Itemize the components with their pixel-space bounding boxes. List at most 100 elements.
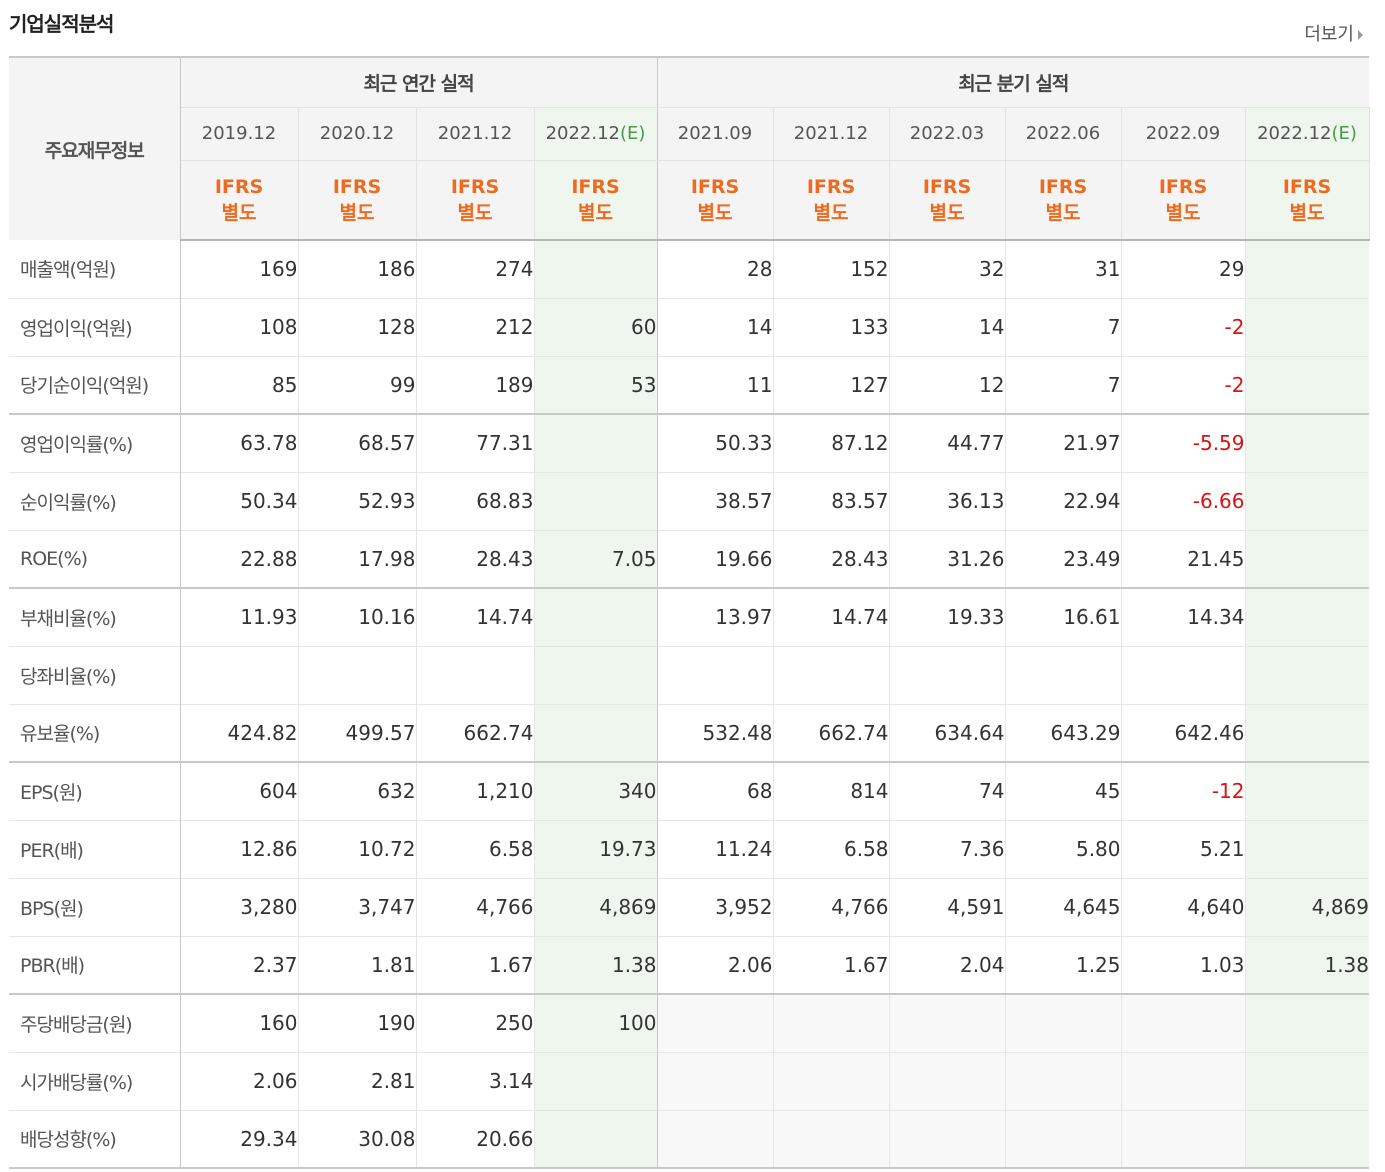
period-label: 2020.12 [319,123,395,144]
row-label: 당좌비율(%) [9,646,181,704]
table-cell: 100 [534,994,658,1052]
table-row: 순이익률(%) 50.34 52.93 68.83 38.57 83.57 36.13 22.… [9,472,1369,530]
period-header: 2019.12 [180,107,299,161]
table-cell: 11.93 [180,588,299,646]
standard-line1: IFRS [450,175,500,198]
table-cell [1121,646,1246,704]
row-label: 주당배당금(원) [9,994,181,1052]
table-cell: 212 [416,298,535,356]
standard-line2: 별도 [1289,201,1325,224]
table-cell: 604 [180,762,299,820]
table-cell: 4,766 [416,878,535,936]
table-cell [534,1110,658,1168]
standard-header-row: IFRS 별도 IFRS 별도 IFRS 별도 IFRS 별도 IFRS 별도 IFRS 별도 IFRS… [9,160,1370,241]
table-cell: 1.25 [1005,936,1122,994]
period-header: 2022.12(E) [1245,107,1370,161]
table-cell: 169 [180,240,299,298]
row-label: 순이익률(%) [9,472,181,530]
table-cell [1245,820,1369,878]
table-row: PBR(배) 2.37 1.81 1.67 1.38 2.06 1.67 2.04 1.25 1.… [9,936,1369,994]
accounting-standard: IFRS 별도 [1245,160,1370,241]
period-header: 2020.12 [298,107,417,161]
period-header: 2021.12 [416,107,535,161]
table-cell: 2.37 [180,936,299,994]
table-cell: -12 [1121,762,1246,820]
table-row: 부채비율(%) 11.93 10.16 14.74 13.97 14.74 19.33 16.… [9,588,1369,646]
table-cell: 17.98 [298,530,417,588]
table-cell: 11.24 [657,820,774,878]
table-cell: 2.06 [657,936,774,994]
row-label: 당기순이익(억원) [9,356,181,414]
standard-line2: 별도 [697,201,733,224]
table-cell: 2.06 [180,1052,299,1110]
table-cell: 662.74 [416,704,535,762]
period-header: 2022.12(E) [534,107,658,161]
table-cell: 1.03 [1121,936,1246,994]
standard-line1: IFRS [690,175,740,198]
period-label: 2022.03 [909,123,985,144]
table-cell: 85 [180,356,299,414]
table-cell [889,994,1006,1052]
table-cell: 68.83 [416,472,535,530]
table-cell: 29.34 [180,1110,299,1168]
standard-line2: 별도 [339,201,375,224]
table-cell [534,414,658,472]
table-cell: 4,645 [1005,878,1122,936]
table-cell [1245,1052,1369,1110]
period-label: 2019.12 [201,123,277,144]
table-cell: -5.59 [1121,414,1246,472]
table-row: 시가배당률(%) 2.06 2.81 3.14 [9,1052,1369,1110]
table-cell [1245,646,1369,704]
table-cell: 4,640 [1121,878,1246,936]
table-cell: 189 [416,356,535,414]
table-cell: 3,952 [657,878,774,936]
table-cell: 53 [534,356,658,414]
table-cell [1245,240,1369,298]
financial-table-body: 매출액(억원) 169 186 274 28 152 32 31 29 영업이익(억원) 108 12… [9,240,1369,1168]
table-row: 당좌비율(%) [9,646,1369,704]
standard-line2: 별도 [457,201,493,224]
standard-line1: IFRS [1282,175,1332,198]
accounting-standard: IFRS 별도 [657,160,774,241]
accounting-standard: IFRS 별도 [416,160,535,241]
financial-table: 주요재무정보 최근 연간 실적 최근 분기 실적 2019.12 2020.12 2… [9,56,1370,1169]
table-cell [1005,1052,1122,1110]
standard-line2: 별도 [1045,201,1081,224]
row-label: ROE(%) [9,530,181,588]
table-cell: 14 [889,298,1006,356]
table-cell: 14.34 [1121,588,1246,646]
accounting-standard: IFRS 별도 [298,160,417,241]
table-cell: 1.67 [416,936,535,994]
standard-line1: IFRS [571,175,620,198]
table-cell: 19.73 [534,820,658,878]
period-label: 2022.12 [545,123,620,144]
period-header-row: 2019.12 2020.12 2021.12 2022.12(E) 2021.09 20… [9,107,1370,161]
more-link[interactable]: 더보기 [1304,20,1363,46]
annual-group-header: 최근 연간 실적 [180,57,658,108]
table-cell: 87.12 [773,414,890,472]
table-cell [1245,530,1369,588]
table-cell: 10.72 [298,820,417,878]
table-cell: 2.81 [298,1052,417,1110]
row-label: EPS(원) [9,762,181,820]
table-row: 주당배당금(원) 160 190 250 100 [9,994,1369,1052]
standard-line2: 별도 [813,201,849,224]
table-cell: 60 [534,298,658,356]
table-cell: 28.43 [416,530,535,588]
table-cell: 662.74 [773,704,890,762]
table-cell: 7 [1005,356,1122,414]
period-label: 2021.12 [793,123,869,144]
quarter-group-header: 최근 분기 실적 [657,57,1369,108]
period-label: 2022.09 [1145,123,1221,144]
table-cell [180,646,299,704]
table-cell [657,646,774,704]
standard-line1: IFRS [214,175,264,198]
table-cell [1005,1110,1122,1168]
table-row: EPS(원) 604 632 1,210 340 68 814 74 45 -12 [9,762,1369,820]
table-cell: 68.57 [298,414,417,472]
table-cell [889,646,1006,704]
table-cell: 1.67 [773,936,890,994]
row-label: 영업이익(억원) [9,298,181,356]
table-cell [1245,1110,1369,1168]
table-cell [773,1110,890,1168]
